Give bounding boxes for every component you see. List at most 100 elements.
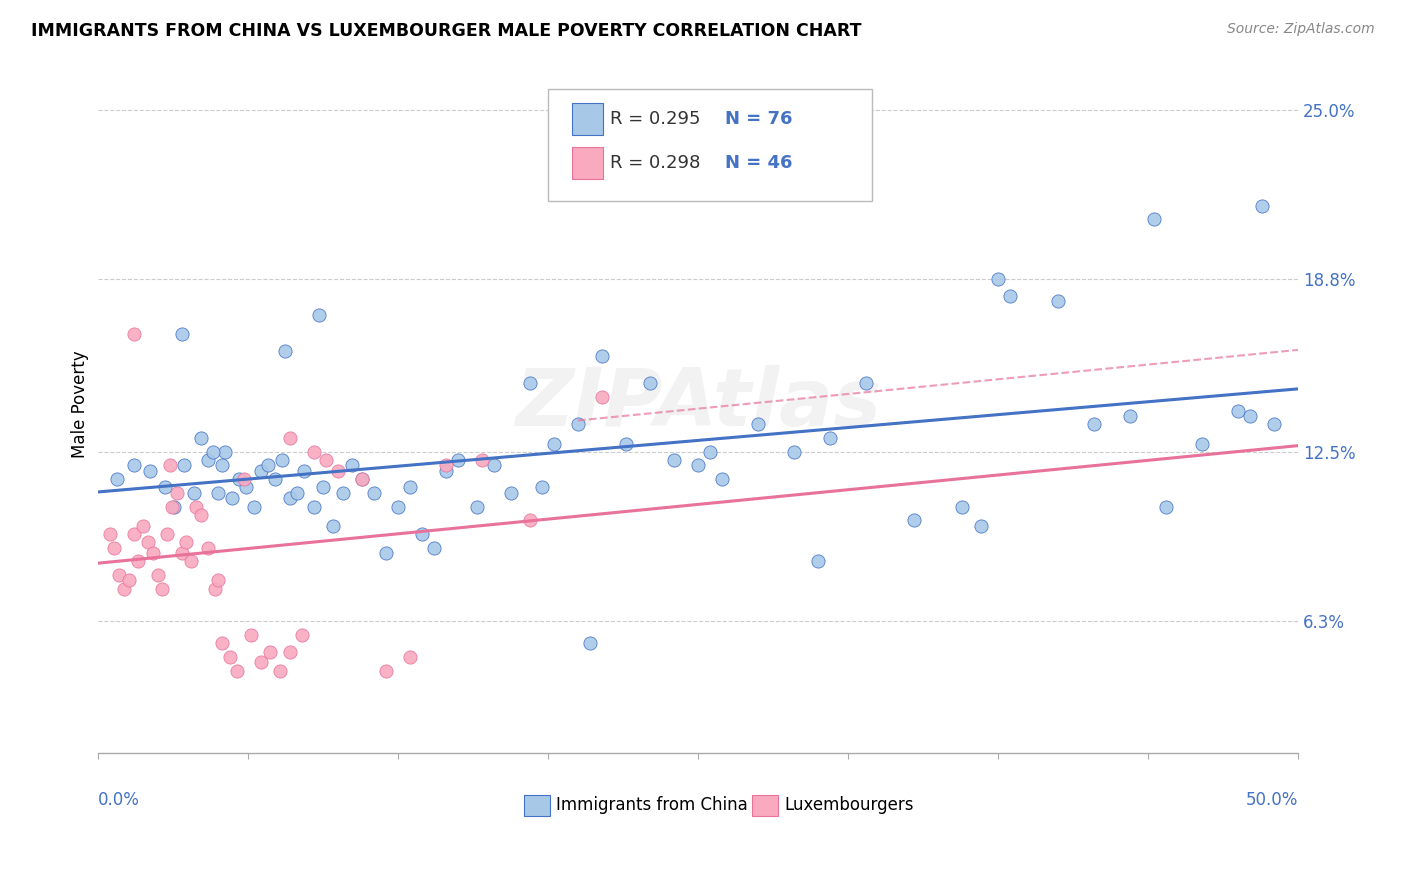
Point xyxy=(387,500,409,514)
FancyBboxPatch shape xyxy=(752,795,779,815)
Point xyxy=(699,445,721,459)
Point xyxy=(132,518,155,533)
Point xyxy=(278,431,301,445)
Point xyxy=(180,554,202,568)
Point xyxy=(257,458,280,473)
Point xyxy=(783,445,806,459)
Point xyxy=(818,431,841,445)
Point xyxy=(1251,198,1274,212)
Point xyxy=(153,480,176,494)
Point xyxy=(302,445,325,459)
Point xyxy=(242,500,264,514)
FancyBboxPatch shape xyxy=(524,795,550,815)
Point xyxy=(285,486,308,500)
Point xyxy=(122,458,145,473)
Point xyxy=(201,445,224,459)
Point xyxy=(1227,404,1250,418)
Point xyxy=(166,486,188,500)
Point xyxy=(662,453,685,467)
Point xyxy=(173,458,195,473)
Point xyxy=(519,376,541,391)
Point xyxy=(184,500,207,514)
Point xyxy=(543,436,565,450)
Text: R = 0.298: R = 0.298 xyxy=(610,154,700,172)
Text: N = 46: N = 46 xyxy=(725,154,793,172)
Point xyxy=(711,472,734,486)
Point xyxy=(499,486,522,500)
Point xyxy=(591,390,613,404)
Point xyxy=(146,568,169,582)
Y-axis label: Male Poverty: Male Poverty xyxy=(72,351,89,458)
Point xyxy=(747,417,769,432)
Point xyxy=(530,480,553,494)
Point xyxy=(308,308,330,322)
Point xyxy=(312,480,335,494)
Point xyxy=(156,527,179,541)
Point xyxy=(218,650,240,665)
Point xyxy=(235,480,257,494)
Point xyxy=(136,535,159,549)
Point xyxy=(278,491,301,506)
Point xyxy=(122,327,145,342)
Point xyxy=(152,582,174,596)
Point xyxy=(250,656,273,670)
Point xyxy=(105,472,128,486)
Point xyxy=(591,349,613,363)
Point xyxy=(398,480,420,494)
Point xyxy=(1191,436,1213,450)
Point xyxy=(398,650,420,665)
Point xyxy=(374,546,396,560)
Point xyxy=(214,445,236,459)
Text: Immigrants from China: Immigrants from China xyxy=(557,796,748,814)
Point xyxy=(374,664,396,678)
Point xyxy=(127,554,149,568)
Text: 0.0%: 0.0% xyxy=(97,791,139,809)
Point xyxy=(139,464,162,478)
Point xyxy=(855,376,877,391)
Text: R = 0.295: R = 0.295 xyxy=(610,110,700,128)
Point xyxy=(950,500,973,514)
Point xyxy=(211,458,233,473)
Text: IMMIGRANTS FROM CHINA VS LUXEMBOURGER MALE POVERTY CORRELATION CHART: IMMIGRANTS FROM CHINA VS LUXEMBOURGER MA… xyxy=(31,22,862,40)
Point xyxy=(142,546,165,560)
Point xyxy=(686,458,709,473)
Point xyxy=(350,472,373,486)
Point xyxy=(170,546,193,560)
Point xyxy=(519,513,541,527)
Point xyxy=(350,472,373,486)
Point xyxy=(211,636,233,650)
Point xyxy=(1239,409,1261,424)
Point xyxy=(579,636,602,650)
Point xyxy=(163,500,186,514)
Point xyxy=(98,527,121,541)
Point xyxy=(807,554,830,568)
Point xyxy=(225,664,247,678)
Point xyxy=(190,431,212,445)
Point xyxy=(1119,409,1142,424)
Point xyxy=(903,513,925,527)
Point xyxy=(987,272,1010,286)
Point xyxy=(274,343,297,358)
Point xyxy=(183,486,205,500)
Point xyxy=(326,464,349,478)
Point xyxy=(1143,212,1166,227)
Point xyxy=(332,486,354,500)
Point xyxy=(322,518,344,533)
Point xyxy=(465,500,488,514)
Point xyxy=(271,453,294,467)
Point xyxy=(250,464,273,478)
Point xyxy=(411,527,433,541)
Point xyxy=(108,568,131,582)
Text: 50.0%: 50.0% xyxy=(1246,791,1298,809)
Point xyxy=(998,289,1021,303)
Point xyxy=(176,535,198,549)
Point xyxy=(340,458,363,473)
Point xyxy=(423,541,446,555)
Point xyxy=(447,453,470,467)
Text: Source: ZipAtlas.com: Source: ZipAtlas.com xyxy=(1227,22,1375,37)
Point xyxy=(291,628,314,642)
Point xyxy=(302,500,325,514)
Point xyxy=(434,464,457,478)
Point xyxy=(240,628,263,642)
Text: N = 76: N = 76 xyxy=(725,110,793,128)
